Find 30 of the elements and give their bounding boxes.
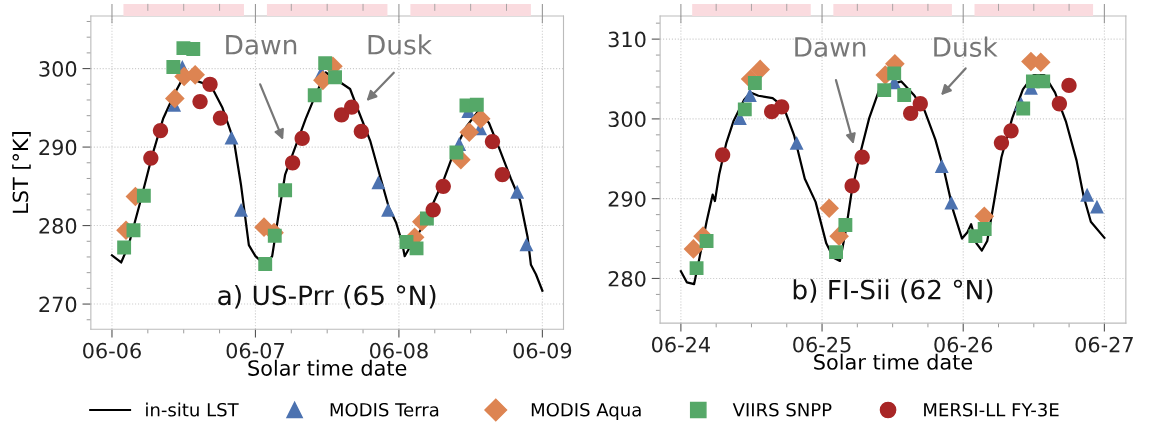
y-tick-label: 300 [608, 111, 646, 128]
y-tick-label: 280 [608, 270, 646, 287]
annotation: Dusk [368, 34, 432, 55]
annotation: Dawn [226, 35, 297, 55]
annotation: a) US-Prr (65 °N) [218, 284, 436, 309]
annotation: Dawn [795, 37, 866, 57]
x-tick-label: 06-25 [793, 336, 851, 353]
x-tick-label: 06-07 [226, 342, 284, 359]
y-tick-label: 290 [39, 139, 77, 156]
annotation: Dusk [934, 36, 998, 57]
y-tick-label: 280 [39, 218, 77, 234]
y-tick-label: 290 [608, 191, 646, 207]
legend-label: MODIS Terra [330, 402, 439, 417]
x-tick-label: 06-06 [83, 342, 141, 359]
y-tick-label: 300 [39, 61, 77, 77]
y-tick-label: 310 [608, 31, 646, 48]
x-axis-title: Solar time date [248, 359, 407, 376]
x-tick-label: 06-27 [1075, 336, 1133, 353]
x-tick-label: 06-08 [370, 342, 428, 359]
x-axis-title: Solar time date [814, 353, 973, 370]
y-tick-label: 270 [39, 296, 77, 313]
x-tick-label: 06-09 [513, 342, 572, 359]
legend-label: in-situ LST [146, 402, 239, 417]
legend-label: VIIRS SNPP [732, 402, 832, 417]
x-tick-label: 06-24 [651, 336, 710, 353]
annotation: b) FI-Sii (62 °N) [793, 279, 993, 303]
y-axis-title: LST [°K] [12, 132, 31, 213]
legend-label: MODIS Aqua [531, 402, 641, 421]
x-tick-label: 06-26 [934, 336, 993, 353]
legend-label: MERSI-LL FY-3E [924, 402, 1059, 417]
